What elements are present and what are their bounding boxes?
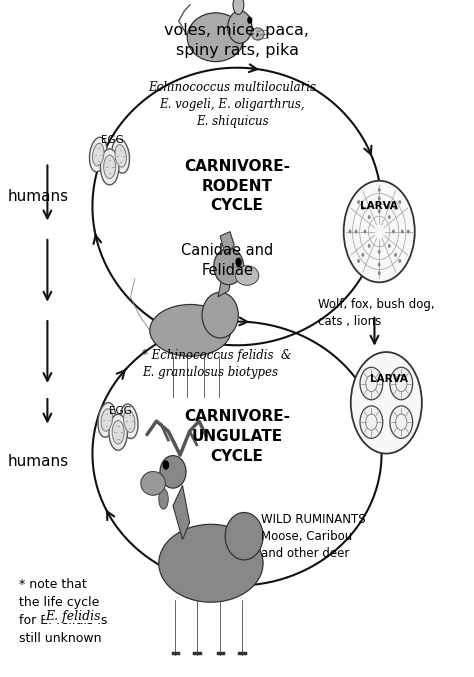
Text: Canidae and
Felidae: Canidae and Felidae [182,243,273,278]
Circle shape [390,406,412,439]
Ellipse shape [225,512,263,560]
Circle shape [401,230,404,234]
Circle shape [247,16,252,24]
Circle shape [357,200,360,204]
Ellipse shape [112,420,124,444]
Circle shape [357,259,360,263]
Circle shape [364,230,366,234]
Text: CARNIVORE-
UNGULATE
CYCLE: CARNIVORE- UNGULATE CYCLE [184,410,290,464]
Circle shape [378,209,381,213]
Ellipse shape [98,403,116,437]
Circle shape [378,196,381,200]
Text: EGG: EGG [101,135,124,145]
Ellipse shape [92,144,104,166]
Ellipse shape [101,409,112,431]
Ellipse shape [115,145,127,167]
Ellipse shape [124,410,135,433]
Circle shape [360,367,383,399]
Circle shape [362,253,365,257]
Circle shape [392,230,395,234]
Circle shape [390,367,412,399]
Circle shape [368,244,371,248]
Ellipse shape [233,0,244,14]
Circle shape [362,206,365,211]
Circle shape [355,230,357,234]
Text: Echinococcus multilocularis
E. vogeli, E. oligarthrus,
E. shiquicus: Echinococcus multilocularis E. vogeli, E… [148,81,316,129]
Text: E. felidis: E. felidis [45,610,100,624]
Ellipse shape [187,13,244,62]
Circle shape [407,230,410,234]
Ellipse shape [104,155,116,179]
Text: LARVA: LARVA [360,202,398,211]
Polygon shape [220,232,234,253]
Circle shape [398,200,401,204]
Text: voles, mice, paca,
spiny rats, pika: voles, mice, paca, spiny rats, pika [164,23,310,58]
Ellipse shape [112,139,129,173]
Text: EGG: EGG [109,406,132,416]
Circle shape [394,253,397,257]
Circle shape [394,206,397,211]
Ellipse shape [159,489,168,509]
Circle shape [360,406,383,439]
Ellipse shape [160,456,186,488]
Circle shape [344,181,415,282]
Ellipse shape [109,414,128,450]
Circle shape [378,263,381,267]
Text: Wolf, fox, bush dog,
cats , lions: Wolf, fox, bush dog, cats , lions [318,299,434,328]
Circle shape [163,460,169,470]
Circle shape [351,352,422,454]
Ellipse shape [90,137,107,172]
Ellipse shape [251,28,264,40]
Text: * Echinococcus felidis  &
E. granulosus biotypes: * Echinococcus felidis & E. granulosus b… [142,349,292,379]
Ellipse shape [202,292,238,338]
Polygon shape [173,485,190,540]
Ellipse shape [150,305,231,356]
Circle shape [368,215,371,219]
Polygon shape [218,269,233,297]
Circle shape [378,188,381,192]
Circle shape [378,250,381,254]
Text: LARVA: LARVA [370,374,408,384]
Ellipse shape [120,404,138,439]
Ellipse shape [228,11,252,43]
Circle shape [398,259,401,263]
Ellipse shape [159,524,263,603]
Ellipse shape [141,471,165,496]
Ellipse shape [214,248,244,284]
Ellipse shape [100,149,119,185]
Circle shape [388,215,391,219]
Circle shape [348,230,352,234]
Text: CARNIVORE-
RODENT
CYCLE: CARNIVORE- RODENT CYCLE [184,159,290,213]
Circle shape [378,271,381,275]
Text: humans: humans [8,454,68,469]
Circle shape [235,257,242,267]
Text: WILD RUMINANTS
Moose, Caribou
and other deer: WILD RUMINANTS Moose, Caribou and other … [261,512,365,560]
Text: * note that
the life cycle
for E. felidis is
still unknown: * note that the life cycle for E. felidi… [19,578,107,645]
Circle shape [388,244,391,248]
Ellipse shape [235,266,259,285]
Text: humans: humans [8,189,68,204]
